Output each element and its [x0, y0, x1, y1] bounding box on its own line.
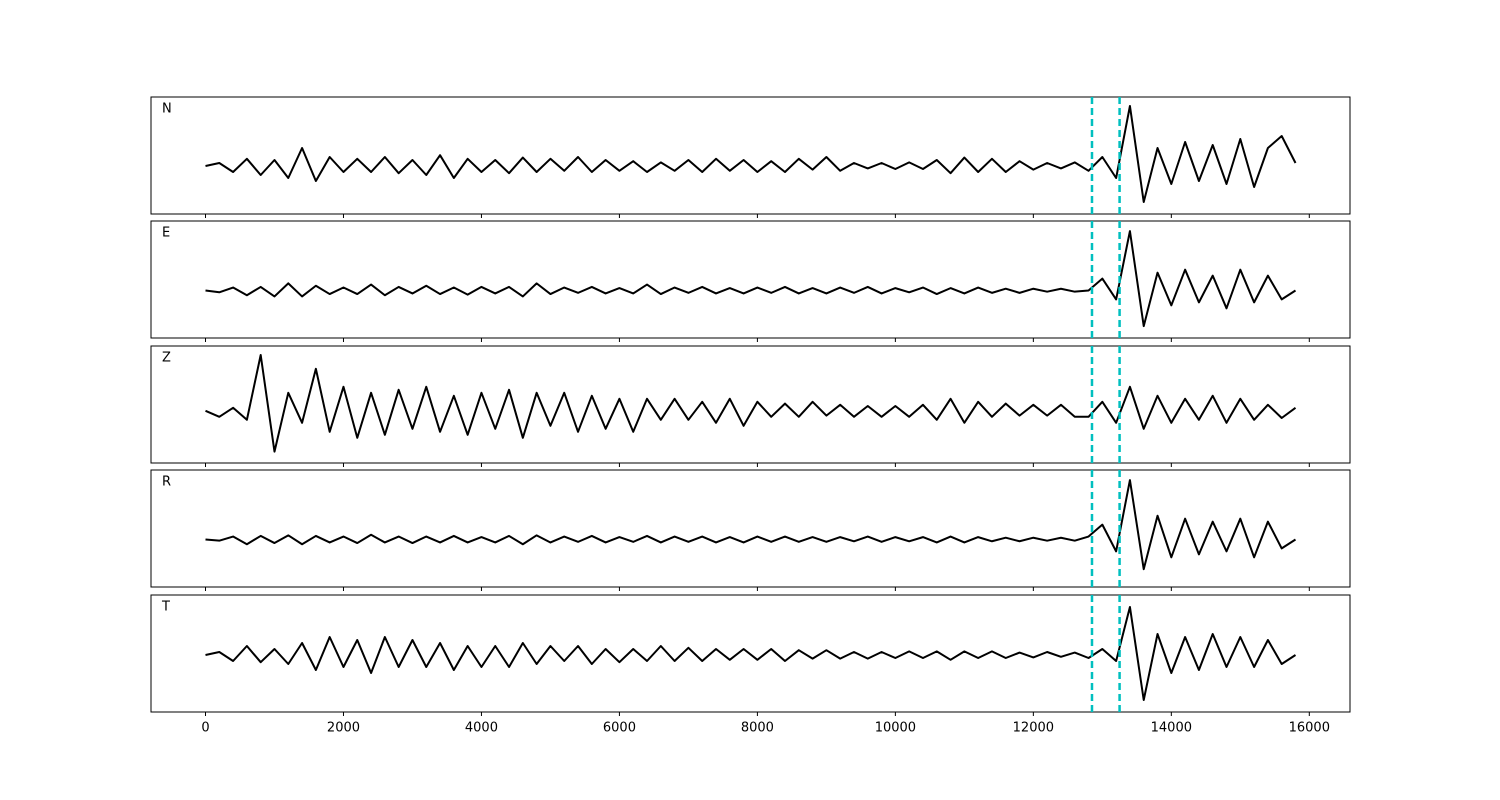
- x-tick-label: 8000: [741, 721, 774, 736]
- panel-frame: [150, 220, 1351, 339]
- panel-frame: [150, 96, 1351, 215]
- x-tick-label: 0: [201, 721, 209, 736]
- x-tick-label: 14000: [1151, 721, 1192, 736]
- panel-label: Z: [162, 351, 171, 366]
- x-tick-label: 12000: [1013, 721, 1054, 736]
- panel-label: R: [162, 475, 171, 490]
- trace: [205, 606, 1297, 701]
- trace: [205, 105, 1297, 203]
- x-tick-label: 2000: [327, 721, 360, 736]
- trace: [205, 354, 1297, 453]
- x-tick-label: 16000: [1289, 721, 1330, 736]
- panel-frame: [150, 594, 1351, 713]
- x-tick-label: 10000: [875, 721, 916, 736]
- trace: [205, 230, 1297, 328]
- panel-frame: [150, 469, 1351, 588]
- panel-label: E: [162, 226, 170, 241]
- x-tick-label: 6000: [603, 721, 636, 736]
- panel-frame: [150, 345, 1351, 464]
- trace: [205, 479, 1297, 571]
- panel-label: N: [162, 102, 172, 117]
- panel-label: T: [161, 600, 170, 615]
- x-tick-label: 4000: [465, 721, 498, 736]
